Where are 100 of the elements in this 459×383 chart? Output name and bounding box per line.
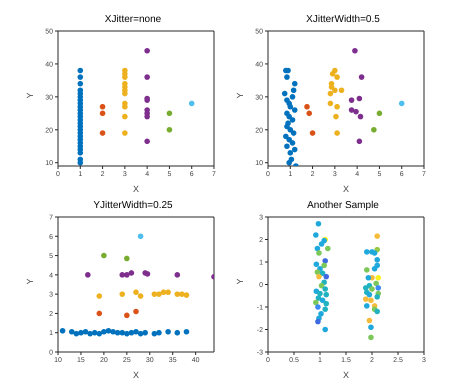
point xyxy=(106,328,112,334)
chart-title: XJitterWidth=0.5 xyxy=(305,14,381,25)
point xyxy=(179,291,185,297)
point xyxy=(144,74,150,80)
x-axis-title: X xyxy=(132,370,140,380)
point xyxy=(124,330,130,336)
point xyxy=(310,130,316,136)
x-axis-title: X xyxy=(342,184,350,194)
point xyxy=(152,330,158,336)
point xyxy=(110,328,116,335)
point xyxy=(101,252,107,258)
point xyxy=(133,328,139,335)
point xyxy=(100,130,106,136)
point xyxy=(376,110,382,116)
point xyxy=(114,330,120,336)
point xyxy=(152,291,158,297)
point xyxy=(292,146,298,152)
point xyxy=(290,130,296,136)
point xyxy=(165,289,171,296)
point xyxy=(292,80,298,86)
y-axis-title: Y xyxy=(235,92,246,98)
point xyxy=(356,96,362,102)
point xyxy=(122,130,128,136)
point xyxy=(287,126,294,133)
y-axis-title: Y xyxy=(25,278,36,284)
point xyxy=(174,272,180,278)
point xyxy=(287,150,294,156)
point xyxy=(184,328,190,335)
point xyxy=(100,104,106,110)
point xyxy=(119,330,126,336)
point xyxy=(371,126,377,133)
point xyxy=(144,48,150,54)
point xyxy=(74,330,80,336)
point xyxy=(334,130,340,136)
point xyxy=(142,330,148,336)
point xyxy=(77,80,84,86)
point xyxy=(100,110,106,116)
point xyxy=(306,110,312,116)
point xyxy=(156,291,162,297)
point xyxy=(333,114,339,120)
point xyxy=(174,330,180,336)
point xyxy=(144,138,150,144)
point xyxy=(287,104,294,110)
point xyxy=(156,330,162,336)
point xyxy=(124,312,130,318)
point xyxy=(96,310,102,316)
point xyxy=(286,114,292,120)
point xyxy=(138,233,144,240)
point xyxy=(119,291,126,297)
point xyxy=(101,328,107,335)
point xyxy=(304,104,310,110)
point xyxy=(330,71,336,77)
point xyxy=(338,87,344,94)
point xyxy=(334,104,340,110)
point xyxy=(133,308,139,314)
point xyxy=(334,74,340,80)
point xyxy=(328,100,334,106)
point xyxy=(283,134,289,140)
point xyxy=(144,271,150,277)
chart-title: YJitterWidth=0.25 xyxy=(92,200,174,211)
point xyxy=(290,140,296,146)
point xyxy=(284,143,290,150)
chart-title: Another Sample xyxy=(306,200,380,211)
point xyxy=(328,90,334,96)
x-axis-title: X xyxy=(342,370,350,380)
point xyxy=(96,330,102,336)
point xyxy=(286,160,292,166)
point xyxy=(138,330,144,336)
point xyxy=(68,328,75,335)
point xyxy=(358,114,364,120)
y-axis-title: Y xyxy=(25,92,36,98)
point xyxy=(92,330,98,336)
point xyxy=(82,328,88,335)
point xyxy=(87,330,93,336)
point xyxy=(77,74,84,80)
point xyxy=(282,90,288,96)
point xyxy=(124,272,130,278)
point xyxy=(290,94,296,100)
point xyxy=(290,117,296,123)
x-axis-title: X xyxy=(132,184,140,194)
point xyxy=(348,97,354,103)
point xyxy=(60,328,66,334)
y-axis-title: Y xyxy=(235,278,246,284)
point xyxy=(358,74,364,80)
point xyxy=(353,108,359,114)
point xyxy=(188,100,195,106)
point xyxy=(77,68,84,74)
point xyxy=(184,292,190,298)
point xyxy=(96,293,102,299)
chart-title: XJitter=none xyxy=(104,14,162,25)
point xyxy=(128,270,134,276)
point xyxy=(124,256,130,262)
point xyxy=(85,272,91,278)
point xyxy=(356,138,362,144)
point xyxy=(138,293,144,299)
point xyxy=(128,330,134,336)
point xyxy=(122,114,128,120)
point xyxy=(352,48,358,54)
point xyxy=(398,100,405,106)
point xyxy=(292,107,298,113)
